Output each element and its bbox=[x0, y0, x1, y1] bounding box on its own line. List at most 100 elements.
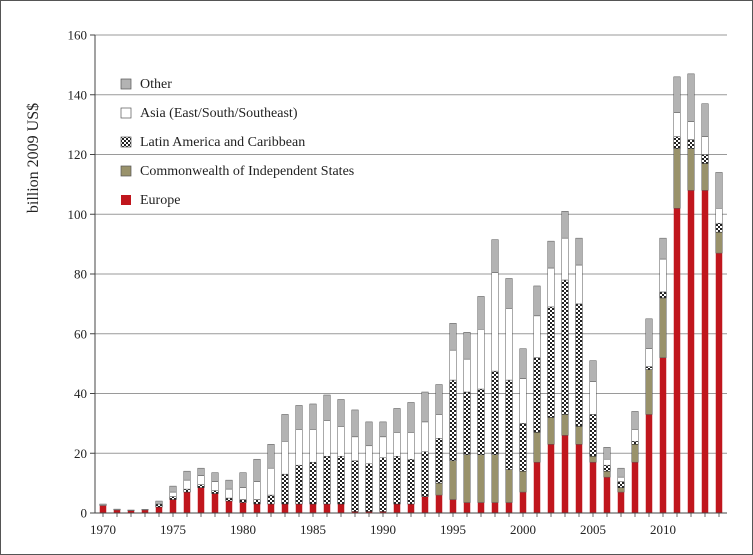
bar-segment bbox=[687, 139, 695, 149]
bar-segment bbox=[323, 394, 331, 421]
y-tick-label: 0 bbox=[81, 506, 88, 521]
bar-segment bbox=[603, 470, 611, 478]
bar-segment bbox=[155, 503, 163, 508]
bar-segment bbox=[463, 502, 471, 513]
bar-segment bbox=[645, 414, 653, 513]
bar-segment bbox=[239, 487, 247, 500]
bar-segment bbox=[141, 509, 149, 511]
bar-segment bbox=[309, 461, 317, 505]
bar-segment bbox=[421, 451, 429, 497]
bar-segment bbox=[211, 493, 219, 513]
bar-segment bbox=[603, 477, 611, 513]
bar-segment bbox=[169, 496, 177, 500]
x-tick-label: 1985 bbox=[300, 522, 326, 537]
bar-segment bbox=[645, 348, 653, 367]
bar-segment bbox=[519, 492, 527, 513]
bar-segment bbox=[617, 481, 625, 488]
bar-segment bbox=[197, 467, 205, 476]
bar-segment bbox=[547, 444, 555, 513]
bar-segment bbox=[295, 405, 303, 430]
bar-segment bbox=[281, 414, 289, 442]
bar-segment bbox=[393, 455, 401, 505]
bar-segment bbox=[449, 379, 457, 461]
bar-segment bbox=[155, 507, 163, 513]
bar-segment bbox=[309, 504, 317, 513]
bar-segment bbox=[491, 370, 499, 455]
bar-segment bbox=[379, 436, 387, 458]
bar-segment bbox=[533, 432, 541, 463]
x-tick-label: 1975 bbox=[160, 522, 186, 537]
bar-segment bbox=[505, 502, 513, 513]
bar-segment bbox=[701, 103, 709, 137]
bar-segment bbox=[659, 237, 667, 260]
bar-segment bbox=[533, 315, 541, 358]
legend-swatch bbox=[120, 165, 132, 177]
bar-segment bbox=[463, 358, 471, 393]
bar-segment bbox=[239, 499, 247, 503]
x-tick-label: 2010 bbox=[650, 522, 676, 537]
legend-label: Latin America and Caribbean bbox=[140, 135, 305, 150]
bar-segment bbox=[547, 417, 555, 445]
bar-segment bbox=[435, 384, 443, 415]
bar-segment bbox=[225, 501, 233, 513]
bar-segment bbox=[673, 208, 681, 513]
x-tick-label: 2000 bbox=[510, 522, 536, 537]
bar-segment bbox=[533, 357, 541, 433]
bar-segment bbox=[659, 291, 667, 299]
x-tick-label: 1980 bbox=[230, 522, 256, 537]
bar-segment bbox=[267, 444, 275, 469]
bar-segment bbox=[407, 432, 415, 460]
legend-swatch bbox=[120, 136, 132, 148]
x-tick-label: 1990 bbox=[370, 522, 396, 537]
bar-segment bbox=[113, 510, 121, 513]
x-tick-label: 2005 bbox=[580, 522, 606, 537]
bar-segment bbox=[155, 500, 163, 505]
bar-segment bbox=[631, 429, 639, 442]
bar-segment bbox=[183, 470, 191, 481]
bar-segment bbox=[631, 441, 639, 445]
bar-segment bbox=[253, 499, 261, 505]
bar-segment bbox=[715, 222, 723, 233]
bar-segment bbox=[589, 462, 597, 513]
bar-segment bbox=[449, 349, 457, 381]
bar-segment bbox=[617, 476, 625, 482]
y-tick-label: 160 bbox=[68, 28, 88, 43]
legend: Other Asia (East/South/Southeast) Latin Am… bbox=[120, 77, 354, 208]
legend-label: Commonwealth of Independent States bbox=[140, 164, 354, 179]
bar-segment bbox=[421, 421, 429, 453]
y-tick-label: 80 bbox=[74, 267, 87, 282]
bar-segment bbox=[505, 278, 513, 309]
bar-segment bbox=[337, 455, 345, 505]
bar-segment bbox=[561, 237, 569, 281]
bar-segment bbox=[631, 411, 639, 430]
bar-segment bbox=[99, 503, 107, 506]
bar-segment bbox=[351, 511, 359, 513]
bar-segment bbox=[435, 438, 443, 484]
bar-segment bbox=[519, 470, 527, 493]
bar-segment bbox=[99, 505, 107, 513]
bar-segment bbox=[407, 402, 415, 433]
bar-segment bbox=[183, 492, 191, 513]
y-tick-label: 140 bbox=[68, 87, 88, 102]
bar-segment bbox=[715, 172, 723, 209]
bar-segment bbox=[183, 479, 191, 490]
bar-segment bbox=[491, 239, 499, 273]
legend-swatch bbox=[121, 195, 131, 205]
bar-segment bbox=[575, 426, 583, 445]
bar-segment bbox=[701, 154, 709, 164]
bar-segment bbox=[561, 414, 569, 436]
bar-segment bbox=[323, 420, 331, 457]
y-tick-label: 120 bbox=[68, 147, 88, 162]
bar-segment bbox=[379, 457, 387, 512]
bar-segment bbox=[589, 414, 597, 457]
bar-segment bbox=[687, 121, 695, 140]
bar-segment bbox=[575, 264, 583, 305]
bar-segment bbox=[365, 463, 373, 512]
bar-segment bbox=[701, 163, 709, 191]
bar-segment bbox=[673, 76, 681, 113]
legend-label: Europe bbox=[140, 193, 180, 208]
bar-segment bbox=[533, 285, 541, 317]
bar-segment bbox=[197, 487, 205, 513]
bar-segment bbox=[211, 481, 219, 491]
bar-segment bbox=[365, 511, 373, 513]
